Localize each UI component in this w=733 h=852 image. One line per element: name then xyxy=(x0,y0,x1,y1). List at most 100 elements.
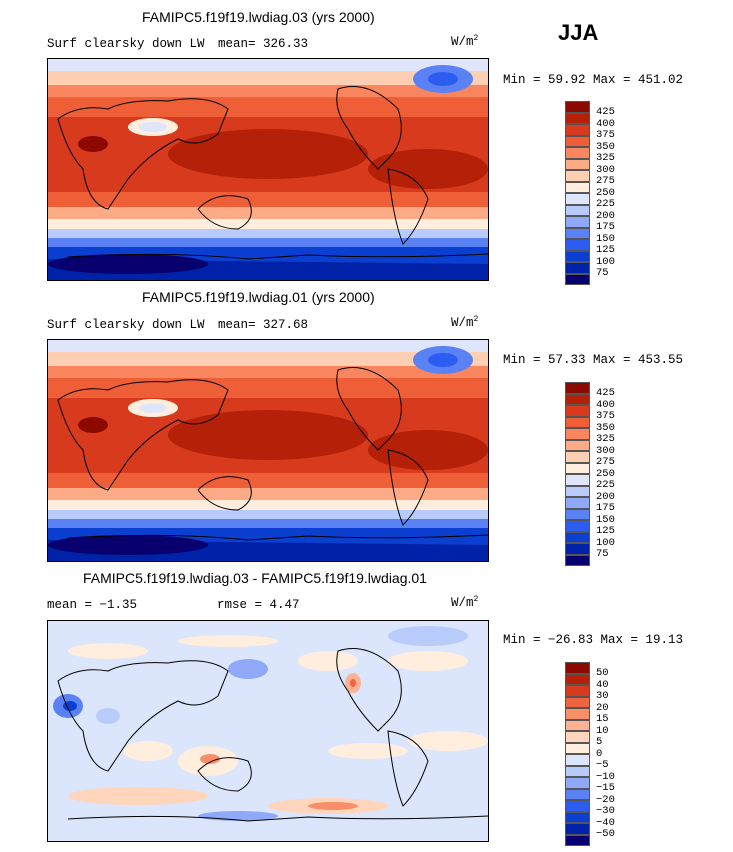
panel2-map-plot xyxy=(48,340,488,561)
panel3-colorbar-swatch xyxy=(565,685,590,697)
panel1-colorbar-tick-label: 150 xyxy=(596,232,615,245)
panel2-colorbar-swatch xyxy=(565,554,590,566)
panel1-units: W/m2 xyxy=(451,34,479,50)
panel2-colorbar-tick-label: 375 xyxy=(596,410,615,422)
panel1-minmax: Min = 59.92 Max = 451.02 xyxy=(503,73,684,87)
panel1-colorbar-swatch xyxy=(565,239,590,251)
panel3-colorbar-tick-label: −30 xyxy=(596,805,615,817)
panel3-colorbar-tick-label: 50 xyxy=(596,667,609,679)
panel3-colorbar-swatch xyxy=(565,765,590,777)
panel3-colorbar-tick-label: 20 xyxy=(596,701,609,714)
panel2-colorbar-tick-label: 150 xyxy=(596,513,615,526)
panel2-colorbar-swatch xyxy=(565,497,590,509)
panel2-units: W/m2 xyxy=(451,315,479,331)
panel2-colorbar-swatch xyxy=(565,485,590,497)
panel2-title: FAMIPC5.f19f19.lwdiag.01 (yrs 2000) xyxy=(142,289,375,305)
panel2-variable: Surf clearsky down LW xyxy=(47,318,205,332)
panel3-colorbar-swatch xyxy=(565,800,590,812)
panel3-colorbar-swatch xyxy=(565,696,590,708)
panel1-colorbar-tick-label: 275 xyxy=(596,175,615,187)
panel1-colorbar-tick-label: 425 xyxy=(596,106,615,118)
panel2-colorbar-swatch xyxy=(565,474,590,486)
panel3-colorbar-tick-label: 40 xyxy=(596,678,609,691)
panel2-colorbar-swatch xyxy=(565,405,590,417)
panel3-map xyxy=(47,620,489,842)
panel1-colorbar-tick-label: 100 xyxy=(596,255,615,268)
panel3-minmax: Min = −26.83 Max = 19.13 xyxy=(503,633,684,647)
panel3-rmse: rmse = 4.47 xyxy=(217,598,300,612)
panel2-colorbar-tick-label: 125 xyxy=(596,525,615,537)
panel3-colorbar-tick-label: −10 xyxy=(596,770,615,783)
panel3-map-plot xyxy=(48,621,488,841)
panel3-colorbar-tick-label: 30 xyxy=(596,690,609,702)
panel2-colorbar-tick-label: 425 xyxy=(596,387,615,399)
panel2-colorbar-swatch xyxy=(565,462,590,474)
panel1-map-plot xyxy=(48,59,488,280)
panel1-colorbar-swatch xyxy=(565,101,590,113)
panel3-colorbar-tick-label: −50 xyxy=(596,828,615,840)
panel1-colorbar-swatch xyxy=(565,135,590,147)
panel1-colorbar-swatch xyxy=(565,112,590,124)
panel3-colorbar-swatch xyxy=(565,811,590,823)
panel3-colorbar-tick-label: −15 xyxy=(596,782,615,794)
panel1-colorbar-swatch xyxy=(565,147,590,159)
panel1-title: FAMIPC5.f19f19.lwdiag.03 (yrs 2000) xyxy=(142,9,375,25)
panel3-colorbar-swatch xyxy=(565,834,590,846)
panel1-colorbar-swatch xyxy=(565,193,590,205)
panel2-colorbar-tick-label: 300 xyxy=(596,444,615,457)
panel3-colorbar-tick-label: −20 xyxy=(596,793,615,806)
panel2-colorbar-swatch xyxy=(565,439,590,451)
panel1-map xyxy=(47,58,489,281)
panel1-colorbar-swatch xyxy=(565,181,590,193)
panel3-colorbar-swatch xyxy=(565,662,590,674)
panel2-colorbar-swatch xyxy=(565,508,590,520)
panel3-colorbar-swatch xyxy=(565,788,590,800)
panel2-colorbar-swatch xyxy=(565,416,590,428)
panel2-map xyxy=(47,339,489,562)
panel1-colorbar-swatch xyxy=(565,250,590,262)
panel2-colorbar-swatch xyxy=(565,520,590,532)
panel2-colorbar-swatch xyxy=(565,543,590,555)
panel3-colorbar-tick-label: 15 xyxy=(596,713,609,725)
panel2-mean: mean= 327.68 xyxy=(218,318,309,332)
panel1-colorbar-swatch xyxy=(565,124,590,136)
panel3-colorbar-swatch xyxy=(565,742,590,754)
panel1-colorbar-swatch xyxy=(565,158,590,170)
panel2-colorbar-tick-label: 200 xyxy=(596,490,615,503)
panel2-colorbar-swatch xyxy=(565,428,590,440)
panel2-colorbar-tick-label: 275 xyxy=(596,456,615,468)
panel2-colorbar-tick-label: 225 xyxy=(596,479,615,491)
panel1-colorbar-tick-label: 225 xyxy=(596,198,615,210)
panel2-colorbar-swatch xyxy=(565,382,590,394)
panel2-colorbar-tick-label: 325 xyxy=(596,433,615,445)
panel3-colorbar-swatch xyxy=(565,731,590,743)
panel3-colorbar-swatch xyxy=(565,754,590,766)
panel1-colorbar-tick-label: 400 xyxy=(596,117,615,130)
panel3-colorbar-tick-label: 10 xyxy=(596,724,609,737)
panel2-colorbar-swatch xyxy=(565,531,590,543)
panel2-colorbar-tick-label: 400 xyxy=(596,398,615,411)
panel1-colorbar-tick-label: 125 xyxy=(596,244,615,256)
panel1-variable: Surf clearsky down LW xyxy=(47,37,205,51)
panel1-colorbar-tick-label: 175 xyxy=(596,221,615,233)
panel2-colorbar-tick-label: 350 xyxy=(596,421,615,434)
panel3-colorbar-tick-label: −40 xyxy=(596,816,615,829)
panel1-colorbar-swatch xyxy=(565,204,590,216)
panel1-colorbar-tick-label: 325 xyxy=(596,152,615,164)
panel1-colorbar-tick-label: 75 xyxy=(596,267,609,279)
panel2-colorbar-tick-label: 175 xyxy=(596,502,615,514)
panel3-colorbar-swatch xyxy=(565,719,590,731)
panel3-colorbar-swatch xyxy=(565,708,590,720)
panel2-colorbar-tick-label: 100 xyxy=(596,536,615,549)
panel3-colorbar-tick-label: 5 xyxy=(596,736,603,748)
panel1-colorbar-swatch xyxy=(565,262,590,274)
panel1-mean: mean= 326.33 xyxy=(218,37,309,51)
panel3-title: FAMIPC5.f19f19.lwdiag.03 - FAMIPC5.f19f1… xyxy=(83,570,427,586)
panel3-colorbar-swatch xyxy=(565,823,590,835)
panel1-colorbar-swatch xyxy=(565,273,590,285)
panel3-colorbar-tick-label: 0 xyxy=(596,747,603,760)
panel2-colorbar-swatch xyxy=(565,393,590,405)
season-label: JJA xyxy=(558,20,599,45)
panel1-colorbar-tick-label: 375 xyxy=(596,129,615,141)
panel1-colorbar-tick-label: 200 xyxy=(596,209,615,222)
